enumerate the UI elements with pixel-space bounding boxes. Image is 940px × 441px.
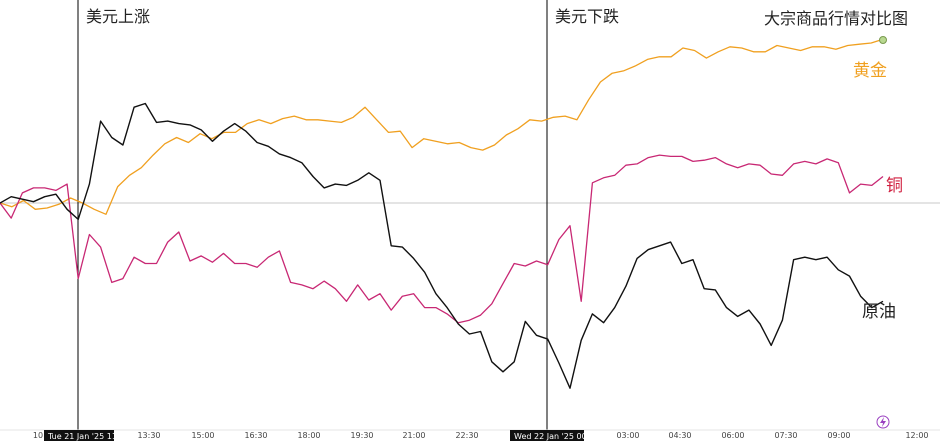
x-axis-ticks: 10 13:30 15:00 16:30 18:00 19:30 21:00 22:30 03:…	[33, 431, 929, 440]
x-tick-label: 03:00	[616, 431, 639, 440]
lightning-icon[interactable]	[876, 415, 890, 429]
gold-series-label: 黄金	[853, 61, 887, 81]
x-tick-label: 22:30	[455, 431, 478, 440]
x-tick-label: 04:30	[668, 431, 691, 440]
crude-oil-series-label: 原油	[862, 302, 896, 322]
series-line-1	[0, 154, 884, 324]
x-tick-label: 12:00	[905, 431, 928, 440]
usd-up-annotation: 美元上涨	[86, 7, 150, 26]
x-tick-label: 10	[33, 431, 43, 440]
x-tick-label: 06:00	[721, 431, 744, 440]
series-line-0	[0, 38, 884, 215]
gold-endpoint-marker	[879, 36, 887, 44]
x-tick-label: 15:00	[191, 431, 214, 440]
usd-down-annotation: 美元下跌	[555, 7, 619, 26]
series-layer	[0, 38, 884, 389]
x-tick-label: 18:00	[297, 431, 320, 440]
date-marker-badge-2: Wed 22 Jan '25 00:45	[510, 430, 600, 441]
x-tick-label: 21:00	[402, 431, 425, 440]
date-marker-2-text: Wed 22 Jan '25 00:45	[514, 432, 600, 441]
x-tick-label: 09:00	[827, 431, 850, 440]
date-marker-1-text: Tue 21 Jan '25 11:30	[47, 432, 130, 441]
series-line-2	[0, 102, 884, 389]
x-tick-label: 19:30	[350, 431, 373, 440]
date-marker-badge-1: Tue 21 Jan '25 11:30	[44, 430, 130, 441]
x-tick-label: 16:30	[244, 431, 267, 440]
x-tick-label: 07:30	[774, 431, 797, 440]
copper-series-label: 铜	[886, 176, 903, 196]
chart-title: 大宗商品行情对比图	[764, 9, 908, 28]
x-tick-label: 13:30	[137, 431, 160, 440]
